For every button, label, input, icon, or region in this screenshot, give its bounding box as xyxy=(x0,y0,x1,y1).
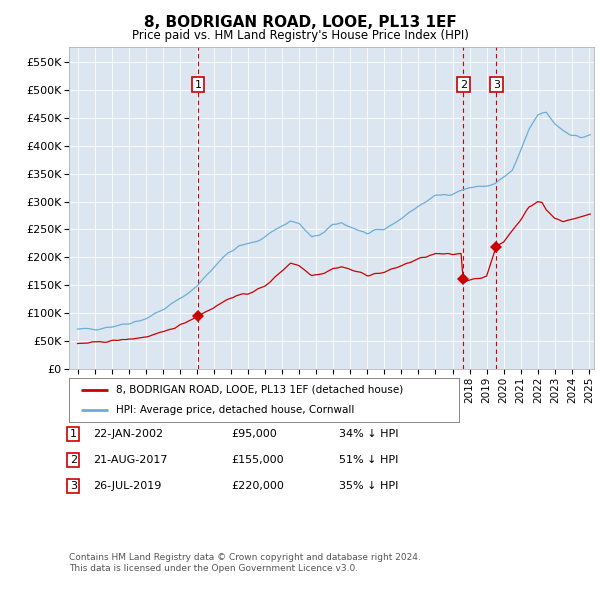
Text: 2: 2 xyxy=(460,80,467,90)
Text: 1: 1 xyxy=(194,80,202,90)
Text: 3: 3 xyxy=(70,481,77,491)
Text: 21-AUG-2017: 21-AUG-2017 xyxy=(93,455,167,465)
Text: 26-JUL-2019: 26-JUL-2019 xyxy=(93,481,161,491)
Text: 3: 3 xyxy=(493,80,500,90)
Text: £95,000: £95,000 xyxy=(231,430,277,439)
Text: £220,000: £220,000 xyxy=(231,481,284,491)
Text: 8, BODRIGAN ROAD, LOOE, PL13 1EF (detached house): 8, BODRIGAN ROAD, LOOE, PL13 1EF (detach… xyxy=(116,385,403,395)
Text: 22-JAN-2002: 22-JAN-2002 xyxy=(93,430,163,439)
Text: 1: 1 xyxy=(70,430,77,439)
Text: Price paid vs. HM Land Registry's House Price Index (HPI): Price paid vs. HM Land Registry's House … xyxy=(131,30,469,42)
Text: 2: 2 xyxy=(70,455,77,465)
Text: This data is licensed under the Open Government Licence v3.0.: This data is licensed under the Open Gov… xyxy=(69,564,358,573)
Text: £155,000: £155,000 xyxy=(231,455,284,465)
Text: Contains HM Land Registry data © Crown copyright and database right 2024.: Contains HM Land Registry data © Crown c… xyxy=(69,553,421,562)
Text: 51% ↓ HPI: 51% ↓ HPI xyxy=(339,455,398,465)
Text: 8, BODRIGAN ROAD, LOOE, PL13 1EF: 8, BODRIGAN ROAD, LOOE, PL13 1EF xyxy=(143,15,457,30)
Text: 35% ↓ HPI: 35% ↓ HPI xyxy=(339,481,398,491)
Text: HPI: Average price, detached house, Cornwall: HPI: Average price, detached house, Corn… xyxy=(116,405,354,415)
Text: 34% ↓ HPI: 34% ↓ HPI xyxy=(339,430,398,439)
